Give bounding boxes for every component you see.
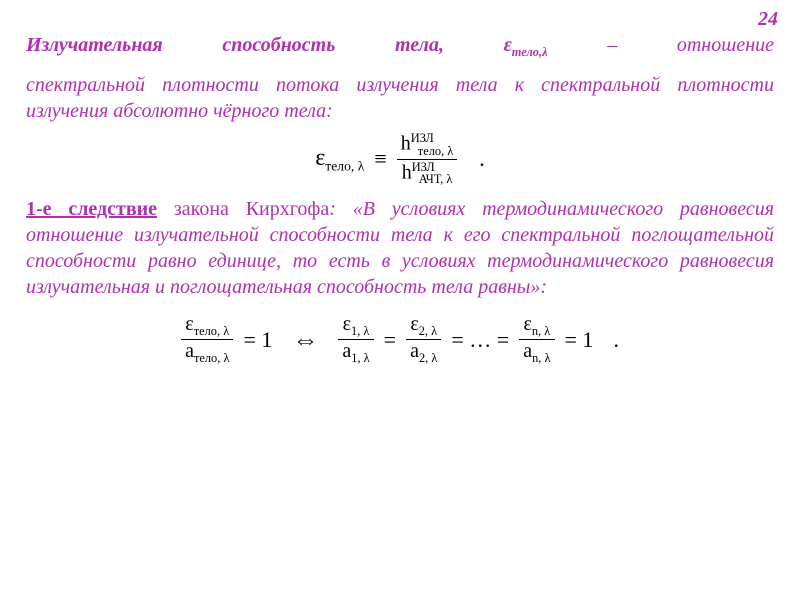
eq1-num-h: h: [401, 133, 411, 155]
eq2-frac-2: ε2, λ a2, λ: [406, 314, 441, 365]
equation-corollary: εтело, λ aтело, λ = 1 ⇔ ε1, λ a1, λ = ε2…: [26, 314, 774, 365]
definition-term: Излучательная способность тела,: [26, 34, 444, 56]
eq2-period: .: [613, 327, 619, 353]
eq2-f1-num-sub: тело, λ: [194, 324, 230, 338]
corollary-after-lead: закона Кирхгофа: [157, 198, 329, 220]
corollary-paragraph: 1-е следствие закона Кирхгофа: «В услови…: [26, 196, 774, 300]
definition-paragraph-line1: Излучательная способность тела, εтело,λ …: [26, 32, 774, 60]
eq2-frac-body: εтело, λ aтело, λ: [181, 314, 233, 365]
eq2-s0-den-a: a: [342, 340, 351, 362]
eq1-lhs-sub: тело, λ: [325, 158, 364, 173]
eq2-frac-1: ε1, λ a1, λ: [338, 314, 373, 365]
eq2-eq-sep-1: =: [384, 327, 396, 353]
equation-emissivity-definition: εтело, λ ≡ hИЗЛтело, λ hИЗЛАЧТ, λ .: [26, 132, 774, 186]
epsilon-subscript: тело,λ: [512, 45, 548, 59]
eq2-s1-den-a: a: [410, 340, 419, 362]
eq2-s1-den-sub: 2, λ: [419, 351, 437, 365]
eq1-den-h: h: [402, 161, 412, 183]
definition-paragraph-line2: спектральной плотности потока излучения …: [26, 72, 774, 124]
eq2-frac-n: εn, λ an, λ: [519, 314, 554, 365]
eq2-ln-den-sub: n, λ: [532, 351, 550, 365]
eq2-dots: = … =: [451, 327, 509, 353]
eq2-f1-den-sub: тело, λ: [194, 351, 230, 365]
eq1-lhs-eps: ε: [315, 145, 325, 171]
eq1-num-sub: тело, λ: [418, 144, 454, 158]
eq2-final: = 1: [565, 327, 594, 353]
epsilon-icon: ε: [504, 34, 512, 56]
definition-tail-1: – отношение: [607, 34, 774, 56]
eq2-ln-den-a: a: [523, 340, 532, 362]
eq2-s1-num-sub: 2, λ: [419, 324, 437, 338]
eq2-s0-num-sub: 1, λ: [351, 324, 369, 338]
eq2-s0-den-sub: 1, λ: [351, 351, 369, 365]
emissivity-symbol: εтело,λ: [504, 34, 608, 56]
eq1-equiv: ≡: [374, 146, 386, 172]
eq1-den-sub: АЧТ, λ: [419, 172, 453, 186]
eq2-s0-num-eps: ε: [343, 313, 351, 335]
eq1-fraction: hИЗЛтело, λ hИЗЛАЧТ, λ: [397, 132, 458, 186]
corollary-lead: 1-е следствие: [26, 198, 157, 220]
eq2-f1-num-eps: ε: [185, 313, 193, 335]
eq2-s1-num-eps: ε: [410, 313, 418, 335]
eq2-eq1: = 1: [243, 327, 272, 353]
slide: 24 Излучательная способность тела, εтело…: [0, 0, 800, 600]
page-number: 24: [758, 8, 778, 31]
eq2-f1-den-a: a: [185, 340, 194, 362]
eq2-ln-num-sub: n, λ: [532, 324, 550, 338]
iff-icon: ⇔: [292, 325, 318, 355]
eq1-period: .: [479, 146, 485, 172]
eq2-ln-num-eps: ε: [523, 313, 531, 335]
